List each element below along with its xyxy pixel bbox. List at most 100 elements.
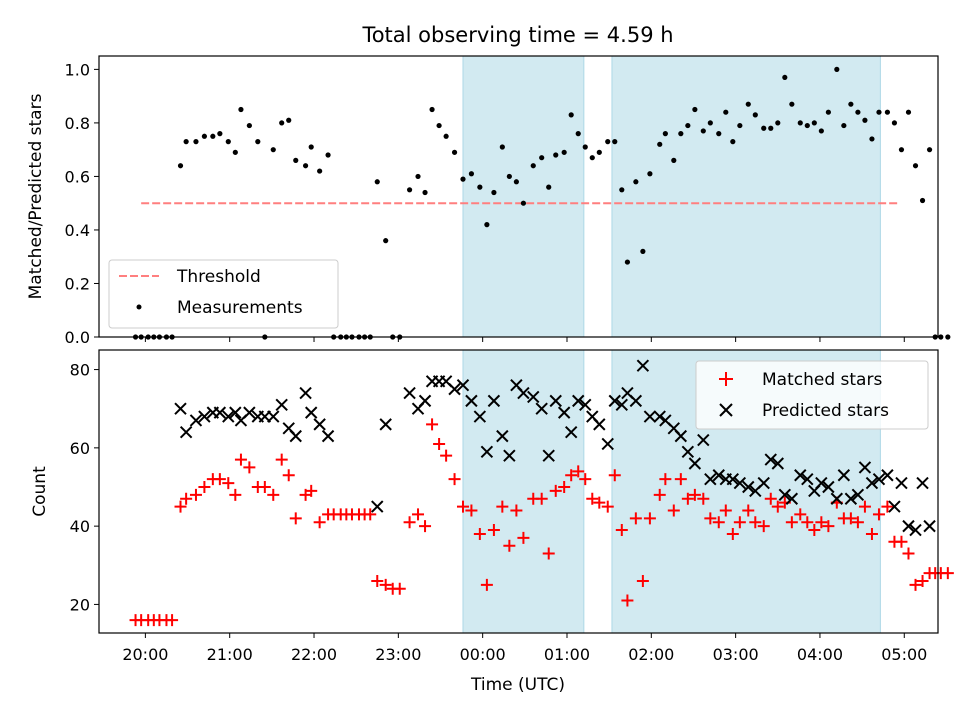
x-tick-label: 02:00: [628, 645, 674, 664]
predicted-star-point: [289, 429, 302, 443]
measurement-point: [834, 66, 840, 72]
predicted-star-point: [909, 523, 922, 537]
measurement-point: [238, 106, 244, 113]
measurement-point: [443, 133, 449, 139]
measurement-point: [451, 149, 458, 155]
bottom-panel-frame: [98, 349, 939, 634]
measurement-point: [926, 147, 933, 153]
matched-star-point: [844, 512, 857, 525]
matched-star-point: [794, 508, 807, 521]
predicted-star-point: [222, 410, 235, 423]
predicted-star-point: [480, 445, 494, 458]
predicted-star-point: [851, 488, 865, 502]
measurement-point: [374, 179, 380, 185]
top-y-axis-label: Matched/Predicted stars: [26, 93, 46, 299]
matched-star-point: [572, 465, 585, 478]
predicted-star-point: [527, 390, 540, 404]
measurement-point: [869, 136, 875, 142]
predicted-star-point: [174, 402, 187, 415]
measurement-point: [415, 173, 421, 180]
matched-star-point: [213, 473, 226, 486]
predicted-star-point: [321, 429, 335, 443]
measurement-point: [293, 157, 299, 163]
measurement-point: [520, 200, 527, 206]
top-shaded-span-1: [611, 55, 881, 338]
predicted-star-point: [299, 386, 312, 400]
matched-star-point: [808, 524, 821, 537]
predicted-star-point: [837, 469, 851, 482]
predicted-star-point: [681, 445, 695, 458]
measurement-point: [246, 122, 252, 129]
measurement-point: [308, 144, 314, 150]
measurement-point: [768, 125, 774, 131]
matched-star-point: [688, 488, 701, 501]
matched-star-point: [542, 547, 555, 560]
predicted-star-point: [771, 457, 784, 470]
predicted-star-point: [564, 425, 578, 439]
predicted-star-point: [704, 472, 717, 486]
measurement-point: [633, 179, 639, 185]
measurement-point: [825, 109, 831, 115]
measurement-point: [841, 122, 847, 129]
measurement-point: [422, 189, 428, 196]
x-tick-label: 20:00: [122, 645, 168, 664]
predicted-star-point: [418, 394, 432, 408]
matched-star-point: [601, 500, 614, 513]
matched-star-point: [733, 516, 746, 529]
measurement-point: [657, 141, 663, 147]
top-legend-box: [108, 259, 339, 329]
top-panel: 0.0 0.2 0.4 0.6 0.8 1.0 Matched/Predicted sta…: [26, 55, 951, 347]
predicted-star-point: [615, 398, 629, 412]
measurement-point: [232, 149, 238, 155]
measurement-point: [745, 101, 751, 107]
bottom-y-axis-label: Count: [30, 466, 50, 517]
measurement-point: [484, 222, 490, 228]
measurement-point: [848, 101, 854, 107]
matched-star-point: [517, 531, 530, 544]
matched-star-point: [433, 437, 446, 450]
matched-star-point: [305, 484, 318, 497]
x-tick-label: 23:00: [375, 645, 421, 664]
matched-star-point: [364, 508, 377, 521]
measurement-point: [919, 197, 926, 204]
measurement-point: [286, 117, 292, 123]
top-y-tick-label: 0.6: [65, 167, 90, 186]
predicted-star-point: [579, 398, 592, 412]
matched-star-point: [503, 539, 516, 552]
measurement-point: [210, 133, 216, 139]
predicted-star-point: [742, 480, 755, 494]
legend-measurements-swatch: [136, 304, 142, 310]
top-legend: Threshold Measurements: [108, 259, 339, 329]
x-axis-label: Time (UTC): [470, 675, 565, 695]
matched-star-point: [719, 504, 732, 517]
predicted-star-point: [313, 418, 326, 431]
x-tick-label: 05:00: [881, 645, 927, 664]
matched-star-point: [535, 492, 548, 505]
matched-star-point: [448, 473, 461, 486]
measurement-point: [491, 189, 497, 196]
predicted-star-point: [503, 449, 516, 462]
matched-star-point: [180, 492, 193, 505]
measurement-point: [506, 173, 512, 180]
predicted-star-point: [629, 394, 643, 408]
matched-star-point: [659, 473, 672, 486]
predicted-star-point: [726, 472, 740, 486]
measurement-point: [530, 163, 536, 169]
matched-star-point: [851, 516, 864, 529]
measurement-point: [876, 109, 882, 115]
predicted-star-point: [267, 410, 280, 423]
measurement-point: [905, 109, 912, 115]
matched-star-point: [916, 574, 929, 587]
bottom-y-tick-label: 60: [70, 439, 90, 458]
measurement-point: [225, 139, 231, 145]
predicted-star-point: [916, 476, 929, 490]
measurement-point: [605, 139, 611, 145]
measurement-point: [612, 139, 618, 145]
measurement-point: [302, 163, 309, 169]
measurement-point: [217, 131, 223, 137]
matched-star-point: [166, 614, 179, 627]
matched-star-point: [565, 469, 578, 482]
measurement-point: [782, 74, 788, 81]
matched-star-point: [510, 504, 523, 517]
